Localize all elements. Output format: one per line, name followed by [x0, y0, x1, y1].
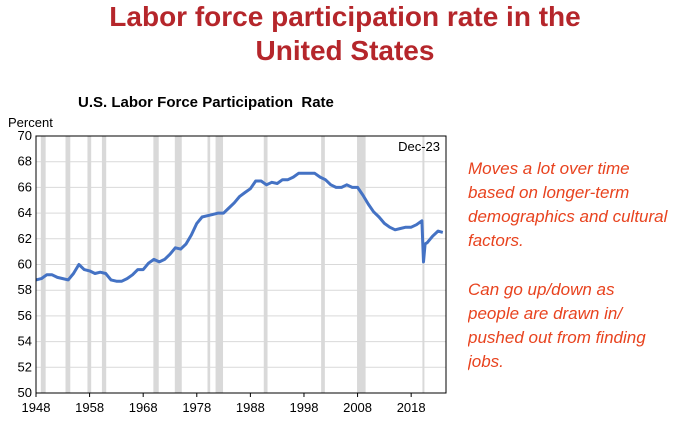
y-tick-62: 62	[18, 231, 32, 246]
y-tick-68: 68	[18, 154, 32, 169]
note-1: Moves a lot over time based on longer-te…	[468, 157, 690, 253]
x-tick-2008: 2008	[343, 400, 372, 415]
x-tick-1988: 1988	[236, 400, 265, 415]
x-tick-1958: 1958	[75, 400, 104, 415]
note-1-line-1: Moves a lot over time	[468, 159, 630, 178]
series-line-0	[35, 171, 444, 283]
y-tick-50: 50	[18, 385, 32, 400]
x-tick-1998: 1998	[290, 400, 319, 415]
y-tick-60: 60	[18, 257, 32, 272]
note-1-line-2: based on longer-term	[468, 183, 630, 202]
y-tick-54: 54	[18, 334, 32, 349]
y-tick-70: 70	[18, 128, 32, 143]
note-2-line-1: Can go up/down as	[468, 280, 615, 299]
note-2-line-2: people are drawn in/	[468, 304, 623, 323]
note-2: Can go up/down as people are drawn in/ p…	[468, 278, 690, 374]
series-lines	[35, 171, 444, 283]
plot-frame	[35, 135, 447, 394]
y-tick-66: 66	[18, 179, 32, 194]
y-tick-56: 56	[18, 308, 32, 323]
y-tick-52: 52	[18, 359, 32, 374]
chart-title: U.S. Labor Force Participation Rate	[78, 94, 334, 111]
y-tick-58: 58	[18, 282, 32, 297]
slide-title-line-1: Labor force participation rate in the	[109, 1, 581, 32]
x-tick-2018: 2018	[397, 400, 426, 415]
x-tick-1968: 1968	[129, 400, 158, 415]
x-tick-1978: 1978	[182, 400, 211, 415]
x-tick-labels: 1948 1958 1968 1978 1988 1998 2008 2018	[22, 393, 426, 415]
date-annotation: Dec-23	[398, 139, 440, 154]
slide-title: Labor force participation rate in the Un…	[0, 0, 690, 68]
note-2-line-4: jobs.	[468, 352, 504, 371]
y-tick-64: 64	[18, 205, 32, 220]
note-2-line-3: pushed out from finding	[468, 328, 646, 347]
x-tick-1948: 1948	[22, 400, 51, 415]
y-axis-label: Percent	[8, 115, 53, 130]
slide-title-line-2: United States	[255, 35, 435, 66]
note-1-line-3: demographics and cultural	[468, 207, 668, 226]
y-tick-labels: 50 52 54 56 58 60 62 64 66 68 70	[18, 128, 32, 400]
note-1-line-4: factors.	[468, 231, 524, 250]
gridlines	[36, 135, 446, 394]
